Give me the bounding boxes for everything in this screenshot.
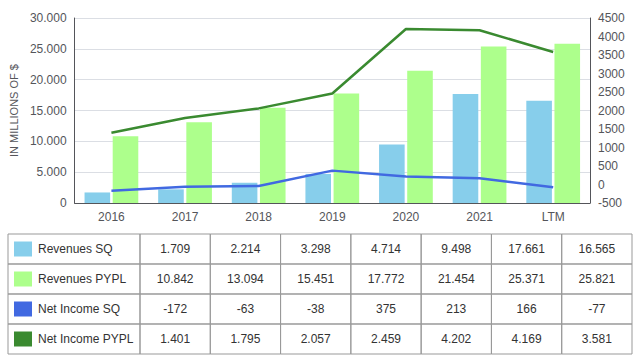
svg-text:4.202: 4.202	[441, 332, 471, 346]
svg-text:Revenues SQ: Revenues SQ	[38, 242, 113, 256]
svg-text:Revenues PYPL: Revenues PYPL	[38, 272, 126, 286]
svg-text:-500: -500	[598, 196, 622, 210]
svg-text:5.000: 5.000	[37, 165, 67, 179]
svg-text:4.169: 4.169	[512, 332, 542, 346]
svg-text:30.000: 30.000	[30, 11, 67, 25]
svg-text:15.000: 15.000	[30, 104, 67, 118]
svg-text:17.772: 17.772	[368, 272, 405, 286]
svg-text:3000: 3000	[598, 67, 625, 81]
svg-text:2.057: 2.057	[301, 332, 331, 346]
svg-text:2017: 2017	[172, 210, 199, 224]
svg-text:Net Income SQ: Net Income SQ	[38, 302, 120, 316]
svg-text:LTM: LTM	[542, 210, 565, 224]
svg-text:2016: 2016	[98, 210, 125, 224]
svg-text:9.498: 9.498	[441, 242, 471, 256]
svg-text:-38: -38	[307, 302, 325, 316]
svg-text:Net Income PYPL: Net Income PYPL	[38, 332, 134, 346]
svg-text:375: 375	[376, 302, 396, 316]
svg-text:0: 0	[60, 196, 67, 210]
svg-text:-172: -172	[163, 302, 187, 316]
svg-text:10.842: 10.842	[157, 272, 194, 286]
svg-text:1500: 1500	[598, 122, 625, 136]
svg-text:15.451: 15.451	[297, 272, 334, 286]
svg-text:2018: 2018	[245, 210, 272, 224]
svg-text:1.795: 1.795	[230, 332, 260, 346]
svg-text:-77: -77	[588, 302, 606, 316]
svg-text:10.000: 10.000	[30, 134, 67, 148]
svg-text:166: 166	[517, 302, 537, 316]
svg-text:2020: 2020	[393, 210, 420, 224]
svg-text:500: 500	[598, 159, 618, 173]
svg-text:17.661: 17.661	[508, 242, 545, 256]
svg-text:0: 0	[598, 178, 605, 192]
svg-text:4500: 4500	[598, 11, 625, 25]
svg-text:213: 213	[446, 302, 466, 316]
svg-text:1000: 1000	[598, 141, 625, 155]
svg-text:4.714: 4.714	[371, 242, 401, 256]
svg-text:IN MILLIONS OF $: IN MILLIONS OF $	[8, 64, 20, 157]
svg-text:1.709: 1.709	[160, 242, 190, 256]
svg-text:2.214: 2.214	[230, 242, 260, 256]
svg-text:13.094: 13.094	[227, 272, 264, 286]
svg-text:25.821: 25.821	[579, 272, 616, 286]
svg-text:21.454: 21.454	[438, 272, 475, 286]
svg-text:3500: 3500	[598, 48, 625, 62]
svg-text:25.371: 25.371	[508, 272, 545, 286]
svg-text:2500: 2500	[598, 85, 625, 99]
svg-text:1.401: 1.401	[160, 332, 190, 346]
svg-text:25.000: 25.000	[30, 42, 67, 56]
svg-text:3.581: 3.581	[582, 332, 612, 346]
svg-text:16.565: 16.565	[579, 242, 616, 256]
svg-text:2019: 2019	[319, 210, 346, 224]
svg-text:2000: 2000	[598, 104, 625, 118]
svg-text:4000: 4000	[598, 30, 625, 44]
svg-text:2021: 2021	[466, 210, 493, 224]
svg-text:2.459: 2.459	[371, 332, 401, 346]
svg-text:20.000: 20.000	[30, 73, 67, 87]
svg-text:-63: -63	[237, 302, 255, 316]
svg-text:3.298: 3.298	[301, 242, 331, 256]
